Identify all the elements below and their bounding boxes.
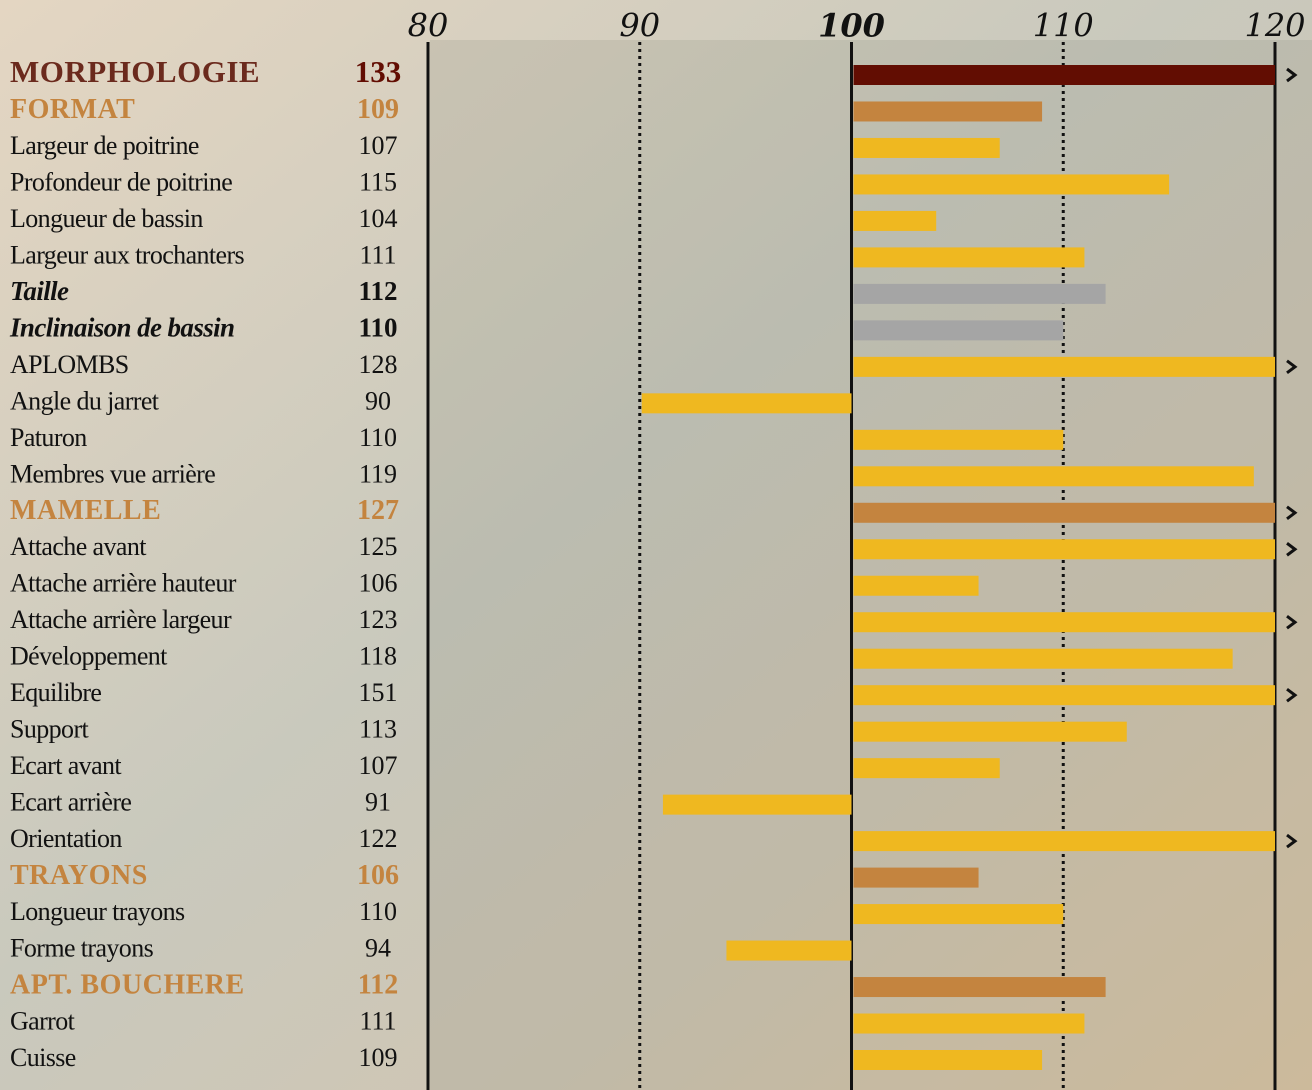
row-value: 110 xyxy=(358,313,397,343)
row-label: MAMELLE xyxy=(10,495,161,526)
row-value: 115 xyxy=(359,167,397,196)
background-forest xyxy=(430,40,1312,1090)
row-label: Angle du jarret xyxy=(10,386,160,415)
row-label: Largeur de poitrine xyxy=(10,131,199,160)
x-tick-label: 90 xyxy=(619,7,660,45)
x-tick-label: 100 xyxy=(818,7,885,45)
row-value: 94 xyxy=(365,934,391,963)
row-label: Garrot xyxy=(10,1006,76,1035)
row-value: 109 xyxy=(357,94,399,125)
bar xyxy=(854,904,1064,924)
row-label: Forme trayons xyxy=(10,934,154,963)
bar xyxy=(854,539,1276,559)
bar xyxy=(854,758,1000,778)
row-label: Orientation xyxy=(10,824,122,853)
bar xyxy=(642,393,852,413)
row-label: Attache avant xyxy=(10,532,147,561)
x-tick-label: 80 xyxy=(408,7,449,45)
row-label: FORMAT xyxy=(10,94,135,125)
row-value: 91 xyxy=(365,788,391,817)
bar xyxy=(854,576,979,596)
bar xyxy=(854,211,937,231)
row-value: 122 xyxy=(359,824,398,853)
row-label: Attache arrière hauteur xyxy=(10,569,237,598)
bar xyxy=(854,320,1064,340)
row-value: 110 xyxy=(359,897,397,926)
bar xyxy=(854,430,1064,450)
bar xyxy=(854,466,1254,486)
row-label: Profondeur de poitrine xyxy=(10,167,232,196)
row-label: Membres vue arrière xyxy=(10,459,215,488)
chart: 80 90 100 110 120 MORPHOLOGIE 133 FORMAT 109 Larg… xyxy=(0,0,1312,1090)
row-value: 119 xyxy=(359,459,397,488)
bar xyxy=(854,503,1276,523)
bar xyxy=(854,1050,1043,1070)
row-label: Ecart avant xyxy=(10,751,122,780)
row-value: 111 xyxy=(359,240,396,269)
row-label: TRAYONS xyxy=(10,860,148,891)
row-value: 106 xyxy=(359,569,398,598)
row-value: 107 xyxy=(359,751,398,780)
row-label: Paturon xyxy=(10,423,87,452)
bar xyxy=(726,941,851,961)
row-label: Equilibre xyxy=(10,678,101,707)
row-value: 133 xyxy=(355,54,402,89)
row-label: Longueur trayons xyxy=(10,897,185,926)
row-value: 151 xyxy=(359,678,398,707)
bar xyxy=(854,357,1276,377)
row-value: 111 xyxy=(359,1006,396,1035)
row-label: Support xyxy=(10,715,90,744)
bar xyxy=(854,685,1276,705)
row-label: Longueur de bassin xyxy=(10,204,203,233)
row-value: 112 xyxy=(358,276,397,306)
row-value: 110 xyxy=(359,423,397,452)
bar xyxy=(854,649,1233,669)
bar xyxy=(854,65,1276,85)
row-label: APLOMBS xyxy=(10,350,129,379)
x-tick-label: 110 xyxy=(1033,7,1094,45)
row-value: 128 xyxy=(359,350,398,379)
row-value: 112 xyxy=(358,969,398,1000)
row-label: Développement xyxy=(10,642,168,671)
bar xyxy=(854,247,1085,267)
row-value: 123 xyxy=(359,605,398,634)
x-tick-label: 120 xyxy=(1244,7,1305,45)
bar xyxy=(854,1014,1085,1034)
bar xyxy=(854,868,979,888)
bar xyxy=(854,284,1106,304)
row-value: 109 xyxy=(359,1043,398,1072)
bar xyxy=(854,174,1170,194)
row-label: Attache arrière largeur xyxy=(10,605,232,634)
bar xyxy=(854,977,1106,997)
row-value: 104 xyxy=(359,204,398,233)
row-label: Inclinaison de bassin xyxy=(9,313,234,343)
row-value: 125 xyxy=(359,532,398,561)
row-value: 107 xyxy=(359,131,398,160)
row-label: Taille xyxy=(10,276,69,306)
bar xyxy=(854,722,1127,742)
bar xyxy=(854,831,1276,851)
row-value: 113 xyxy=(359,715,397,744)
row-label: Ecart arrière xyxy=(10,788,131,817)
bar xyxy=(663,795,852,815)
row-label: Largeur aux trochanters xyxy=(10,240,245,269)
row-label: APT. BOUCHERE xyxy=(10,969,245,1000)
bar xyxy=(854,612,1276,632)
bar xyxy=(854,101,1043,121)
row-value: 106 xyxy=(357,860,399,891)
row-value: 127 xyxy=(357,495,399,526)
row-label: Cuisse xyxy=(10,1043,76,1072)
bar xyxy=(854,138,1000,158)
row-value: 90 xyxy=(365,386,391,415)
row-label: MORPHOLOGIE xyxy=(10,54,260,89)
row-value: 118 xyxy=(359,642,397,671)
